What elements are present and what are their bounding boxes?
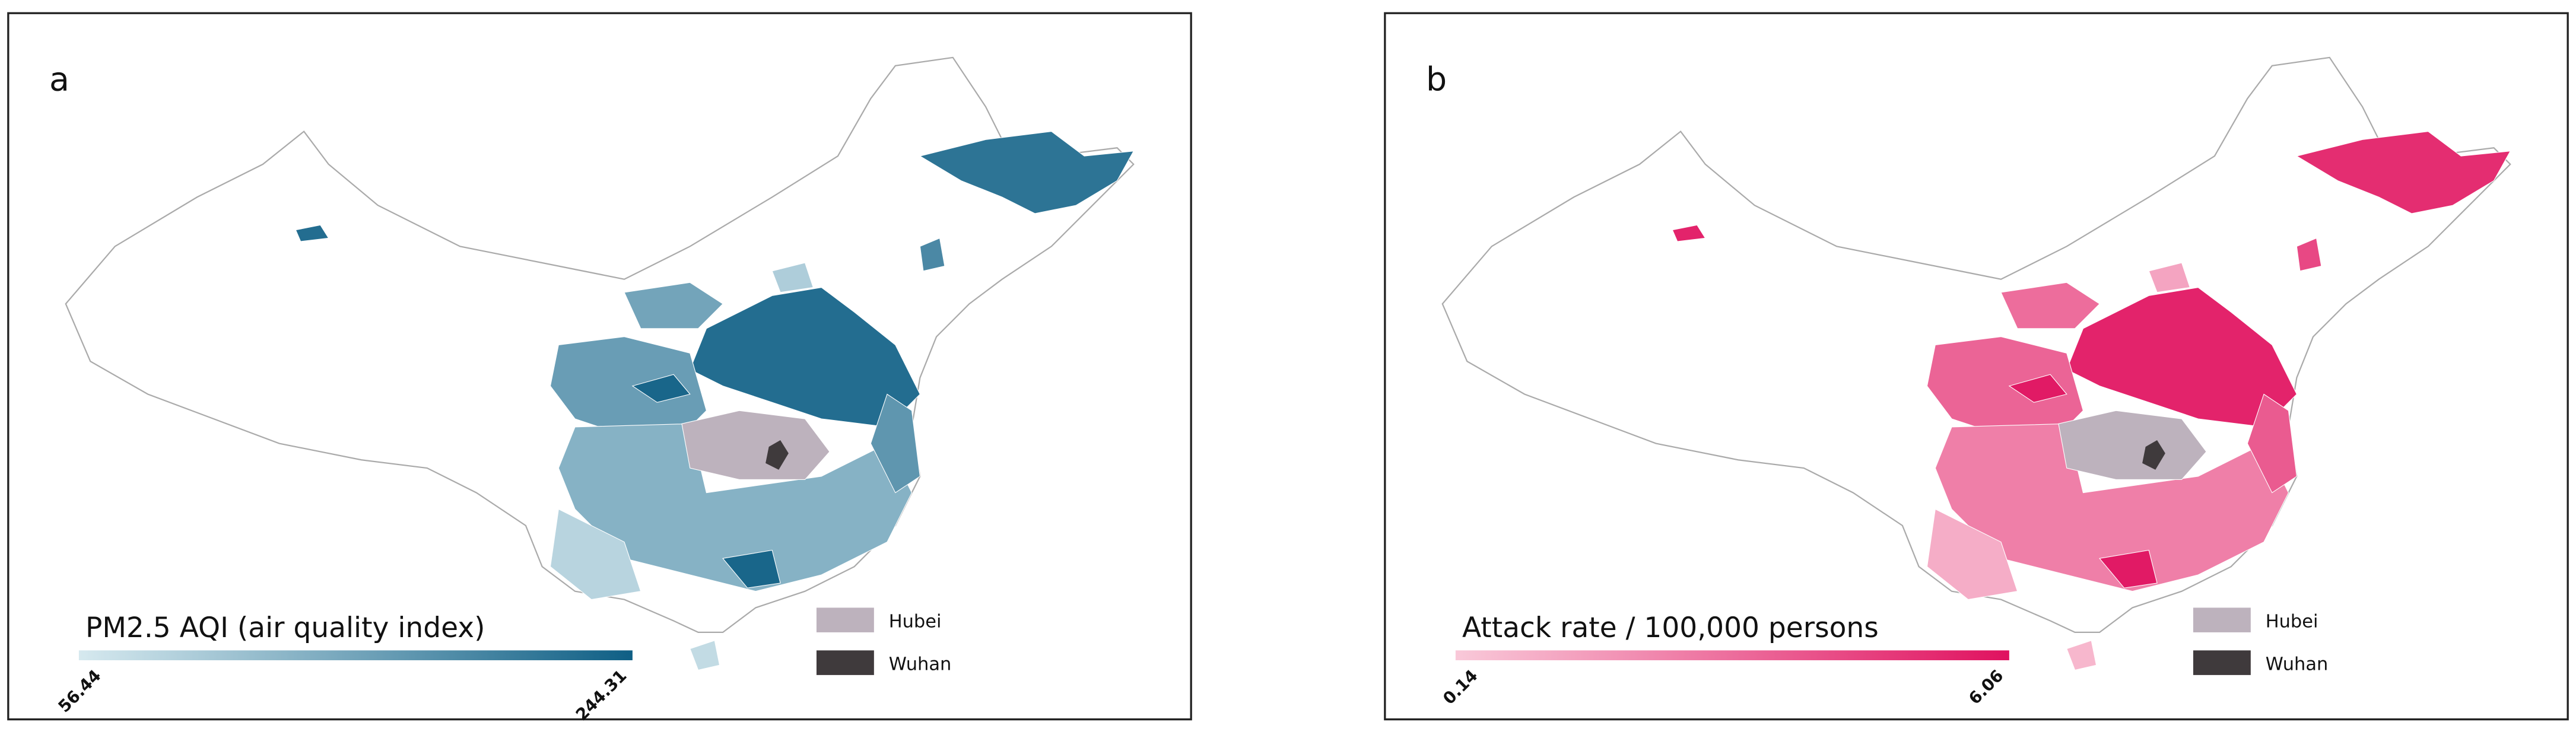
region	[631, 374, 691, 403]
region	[2247, 393, 2297, 494]
legend-max: 6.06	[1965, 666, 2008, 708]
panel: b Attack rate / 100,000 persons 0.14 6.06 Hu…	[1384, 12, 2569, 721]
legend-gradient	[1455, 650, 2009, 660]
legend-title: Attack rate / 100,000 persons	[1462, 612, 1879, 644]
region	[2000, 282, 2101, 329]
key-swatch	[816, 607, 874, 632]
panel-label: a	[49, 61, 69, 98]
region	[1935, 423, 2289, 592]
region	[2008, 374, 2067, 403]
panel: a PM2.5 AQI (air quality index) 56.44 244.3…	[7, 12, 1192, 724]
region	[690, 640, 720, 671]
key-label: Wuhan	[2266, 654, 2329, 675]
panel-frame	[7, 12, 1192, 721]
panel-label: b	[1426, 61, 1447, 98]
region	[870, 393, 920, 494]
region	[771, 262, 814, 293]
region	[722, 549, 781, 588]
wuhan-region	[766, 440, 789, 470]
panel-frame	[1384, 12, 2569, 721]
region	[919, 237, 945, 272]
legend-max: 244.31	[572, 666, 631, 724]
key-label: Hubei	[2266, 612, 2318, 632]
region	[919, 131, 1135, 214]
region	[2066, 640, 2097, 671]
region	[1672, 224, 1706, 242]
legend-min: 0.14	[1439, 666, 1482, 708]
region	[1926, 508, 2018, 600]
key-swatch	[816, 650, 874, 675]
legend-gradient	[78, 650, 633, 660]
hubei-region	[681, 410, 830, 481]
region	[2148, 262, 2191, 293]
legend-title: PM2.5 AQI (air quality index)	[85, 612, 485, 644]
region	[558, 423, 913, 592]
key-label: Wuhan	[889, 654, 952, 675]
key-label: Hubei	[889, 612, 942, 632]
key-swatch	[2193, 650, 2251, 675]
region	[2296, 237, 2322, 272]
region	[2295, 131, 2511, 214]
hubei-region	[2058, 410, 2207, 481]
region	[624, 282, 724, 329]
legend-min: 56.44	[54, 666, 104, 716]
region	[549, 508, 641, 600]
region	[295, 224, 329, 242]
key-swatch	[2193, 607, 2251, 632]
wuhan-region	[2142, 440, 2165, 470]
region	[2099, 549, 2158, 588]
